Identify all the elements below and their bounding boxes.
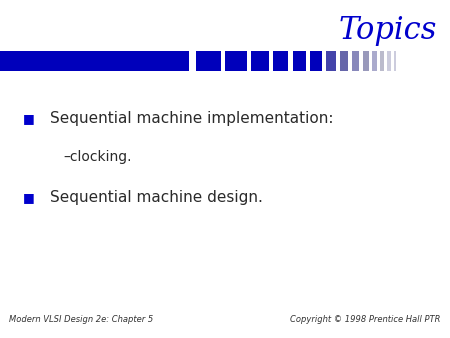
Bar xyxy=(194,51,196,71)
Text: Sequential machine implementation:: Sequential machine implementation: xyxy=(50,111,333,126)
Text: Copyright © 1998 Prentice Hall PTR: Copyright © 1998 Prentice Hall PTR xyxy=(291,315,441,324)
Bar xyxy=(387,51,391,71)
Bar xyxy=(273,51,288,71)
Text: ■: ■ xyxy=(22,112,34,125)
Bar xyxy=(394,51,396,71)
Bar xyxy=(338,51,340,71)
Bar xyxy=(248,51,251,71)
Bar xyxy=(361,51,363,71)
Bar xyxy=(386,51,387,71)
Bar xyxy=(0,51,189,71)
Bar xyxy=(372,51,377,71)
Bar xyxy=(308,51,310,71)
Bar xyxy=(350,51,352,71)
Bar xyxy=(380,51,384,71)
Text: –clocking.: –clocking. xyxy=(63,150,131,164)
Bar xyxy=(196,51,220,71)
Bar xyxy=(363,51,369,71)
Bar xyxy=(340,51,348,71)
Bar xyxy=(310,51,322,71)
Bar xyxy=(290,51,292,71)
Text: ■: ■ xyxy=(22,191,34,204)
Text: Sequential machine design.: Sequential machine design. xyxy=(50,190,262,205)
Text: Topics: Topics xyxy=(338,15,436,46)
Bar xyxy=(326,51,336,71)
Bar xyxy=(225,51,247,71)
Bar xyxy=(352,51,359,71)
Bar xyxy=(370,51,372,71)
Bar xyxy=(270,51,273,71)
Bar xyxy=(251,51,269,71)
Bar xyxy=(223,51,225,71)
Bar xyxy=(292,51,306,71)
Bar xyxy=(392,51,394,71)
Text: Modern VLSI Design 2e: Chapter 5: Modern VLSI Design 2e: Chapter 5 xyxy=(9,315,153,324)
Bar xyxy=(379,51,380,71)
Bar xyxy=(324,51,326,71)
